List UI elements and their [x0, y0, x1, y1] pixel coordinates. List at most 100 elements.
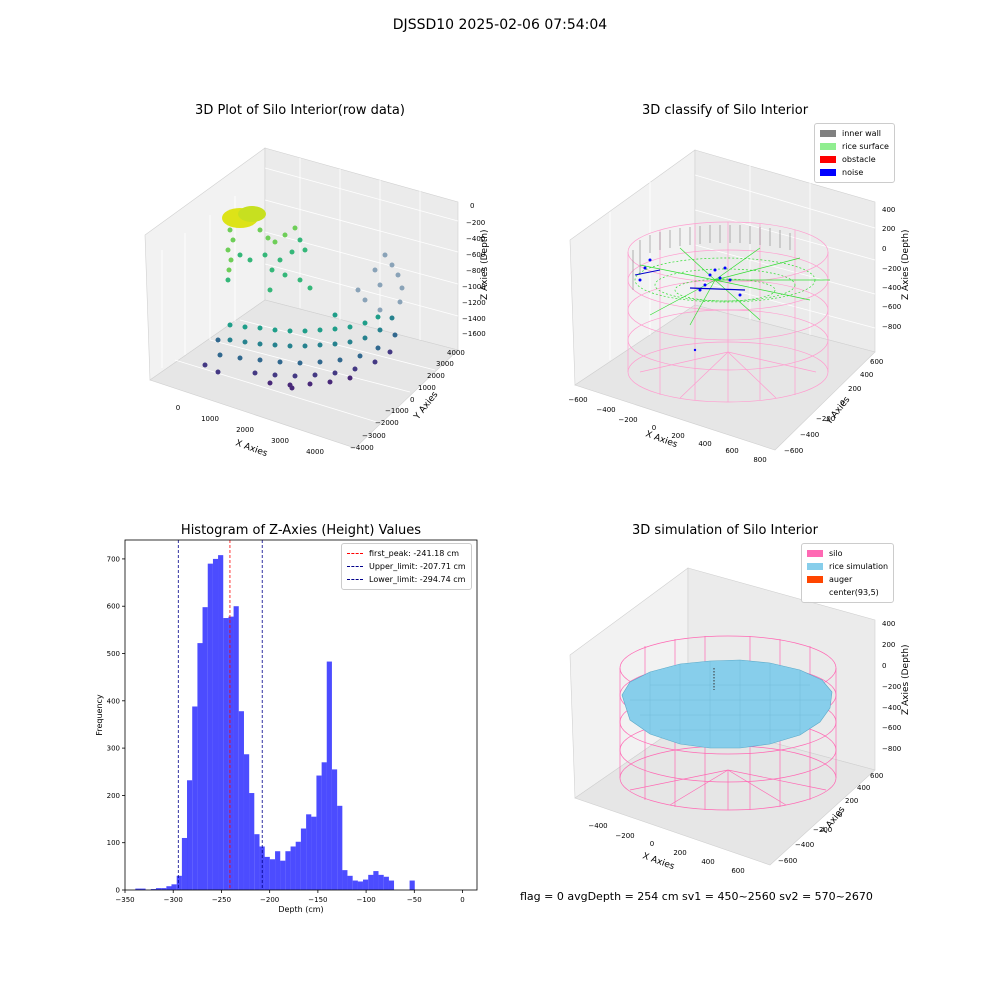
plot1-ztick: −1200 [462, 299, 486, 307]
histogram-legend: first_peak: -241.18 cm Upper_limit: -207… [341, 543, 472, 590]
plot4-xtick: −200 [615, 832, 634, 840]
plot4-ztick: 200 [882, 641, 895, 649]
histogram-bar [347, 875, 353, 890]
histogram-chart: −350 −300 −250 −200 −150 −100 −50 0 0 100 200 300 4… [95, 539, 478, 914]
x-tick-label: −50 [407, 896, 422, 904]
plot2-ytick: 600 [870, 358, 883, 366]
swatch [820, 156, 836, 163]
histogram-bar [300, 828, 307, 890]
plot1-title: 3D Plot of Silo Interior(row data) [195, 103, 405, 118]
plot2-xtick: 200 [671, 432, 684, 440]
plot4-ytick: −600 [778, 857, 797, 865]
histogram-lines [177, 540, 263, 890]
histogram-bar [181, 837, 188, 890]
histogram-bar [383, 876, 389, 890]
plot4-xtick: 400 [701, 858, 714, 866]
swatch [807, 563, 823, 570]
plot4-ytick: 400 [857, 784, 870, 792]
plot2-ztick: −400 [882, 284, 901, 292]
plot2-xtick: 600 [725, 447, 738, 455]
swatch [820, 143, 836, 150]
plot1-ztick: −1600 [462, 330, 486, 338]
plot4-ytick: −400 [795, 841, 814, 849]
plot1-ytick: 4000 [447, 349, 465, 357]
swatch [347, 553, 363, 554]
plot2-xtick: −600 [568, 396, 587, 404]
plot4-ztick: 0 [882, 662, 886, 670]
plot1-ztick: −1000 [462, 283, 486, 291]
plot4-title: 3D simulation of Silo Interior [632, 523, 818, 538]
plot2-xtick: −400 [596, 406, 615, 414]
swatch [347, 566, 363, 567]
plot2-ztick: −600 [882, 303, 901, 311]
legend-label: noise [842, 168, 864, 177]
x-tick-label: −250 [212, 896, 231, 904]
plot1-xtick: 3000 [271, 437, 289, 445]
x-tick-label: −300 [164, 896, 183, 904]
plot-frame [124, 539, 478, 891]
histogram-bar [244, 754, 250, 890]
y-tick-label: 700 [107, 555, 120, 563]
figure-title: DJSSD10 2025-02-06 07:54:04 [392, 17, 608, 33]
histogram-bar [331, 769, 338, 890]
plot1-ytick: 0 [410, 396, 414, 404]
histogram-bar [409, 880, 415, 890]
histogram-bars [135, 555, 415, 890]
plot2-ztick: 200 [882, 225, 895, 233]
histogram-bar [290, 846, 296, 890]
histogram-bar [363, 879, 369, 890]
plot1-ztick: −1400 [462, 315, 486, 323]
histogram-bar [228, 616, 234, 890]
plot4-3d-axes: −400 −200 0 200 400 600 −600 −400 −200 0… [569, 567, 911, 875]
y-tick-label: 300 [107, 745, 120, 753]
plot1-3d-axes: 0 1000 2000 3000 4000 −4000 −3000 −2000 … [144, 147, 490, 459]
y-tick-label: 200 [107, 792, 120, 800]
x-tick-label: −200 [260, 896, 279, 904]
plot2-xtick: 400 [698, 440, 711, 448]
plot1-xlabel: X Axies [234, 438, 269, 459]
plot4-zlabel: Z Axies (Depth) [901, 644, 911, 715]
x-tick-label: −350 [115, 896, 134, 904]
y-tick-label: 600 [107, 603, 120, 611]
histogram-bar [275, 851, 281, 890]
plot2-zlabel: Z Axies (Depth) [901, 229, 911, 300]
legend-label: obstacle [842, 155, 876, 164]
plot1-xtick: 2000 [236, 426, 254, 434]
plot4-xtick: −400 [588, 822, 607, 830]
plot2-xtick: −200 [618, 416, 637, 424]
histogram-bar [357, 881, 363, 890]
plot1-xtick: 4000 [306, 448, 324, 456]
histogram-bar [342, 870, 348, 890]
plot4-ztick: −200 [882, 683, 901, 691]
histogram-bar [187, 780, 193, 890]
plot4-ztick: 400 [882, 620, 895, 628]
plot2-ztick: −800 [882, 323, 901, 331]
swatch [820, 169, 836, 176]
swatch [347, 579, 363, 580]
plot4-xtick: 0 [650, 840, 654, 848]
legend-label: inner wall [842, 129, 882, 138]
legend-item-auger: auger [807, 573, 888, 586]
legend-item-obstacle: obstacle [820, 153, 889, 166]
legend-item-lower-limit: Lower_limit: -294.74 cm [347, 573, 466, 586]
plot4-ztick: −600 [882, 724, 901, 732]
plot2-ytick: −200 [816, 415, 835, 423]
plot1-ztick: −200 [466, 219, 485, 227]
histogram-bar [285, 851, 291, 890]
histogram-bar [269, 859, 276, 890]
pane-floor [149, 299, 459, 449]
plot2-ytick: 0 [840, 399, 844, 407]
histogram-bar [321, 762, 327, 890]
histogram-bar [352, 880, 358, 890]
legend-label: rice simulation [829, 562, 889, 571]
plot1-ztick: −800 [466, 267, 485, 275]
x-tick-label: −150 [308, 896, 327, 904]
histogram-bar [155, 888, 162, 890]
plot1-ztick: −400 [466, 235, 485, 243]
histogram-bar [295, 841, 301, 890]
histogram-bar [218, 555, 224, 890]
histogram-bar [326, 661, 332, 890]
histogram-bar [212, 558, 219, 890]
plot2-ytick: −600 [784, 447, 803, 455]
plot1-scatter-points [202, 206, 405, 391]
